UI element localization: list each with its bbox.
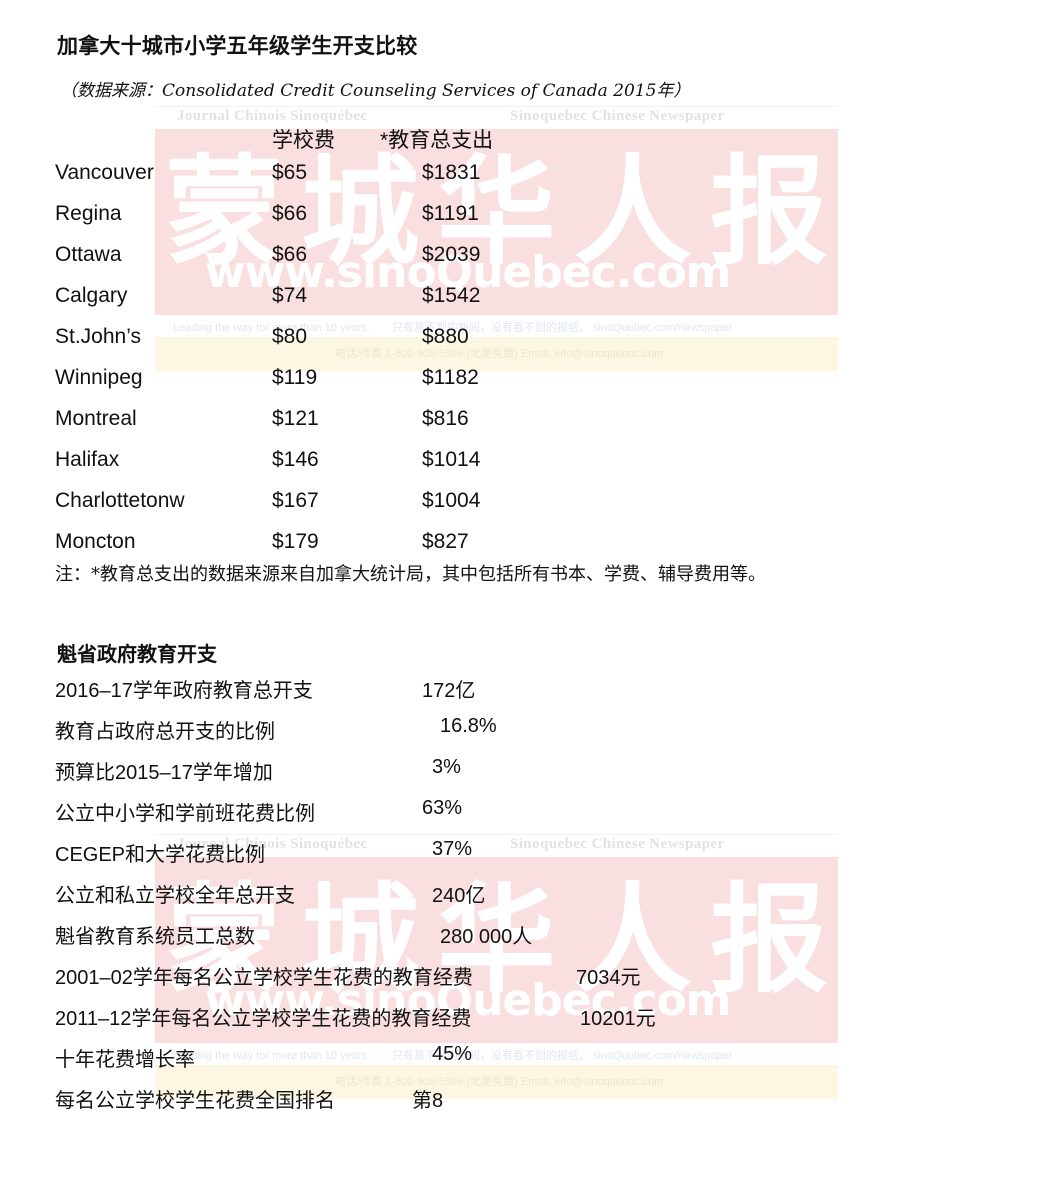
cell-total-spending: $1542 [422, 284, 481, 307]
item-label: 2001–02学年每名公立学校学生花费的教育经费 [55, 967, 473, 989]
item-label: 公立和私立学校全年总开支 [55, 885, 295, 907]
table-row: Calgary $74 $1542 [0, 284, 1044, 325]
cell-total-spending: $1014 [422, 448, 481, 471]
column-header-total-spending: *教育总支出 [380, 129, 494, 152]
table-row: Ottawa $66 $2039 [0, 243, 1044, 284]
table-header-row: 学校费 *教育总支出 [0, 124, 1044, 161]
quebec-education-spending-list: 2016–17学年政府教育总开支 172亿教育占政府总开支的比例 16.8% 预算比2… [0, 674, 1044, 1125]
cell-city: St.John’s [55, 325, 141, 348]
section2-title: 魁省政府教育开支 [57, 644, 217, 666]
list-item: 公立和私立学校全年总开支 240亿 [0, 879, 1044, 920]
cell-school-fee: $179 [272, 530, 319, 553]
table-row: Regina $66 $1191 [0, 202, 1044, 243]
cell-school-fee: $167 [272, 489, 319, 512]
cell-total-spending: $880 [422, 325, 469, 348]
table-row: Moncton $179 $827 [0, 530, 1044, 571]
list-item: 公立中小学和学前班花费比例 63% [0, 797, 1044, 838]
watermark-english-text: Sinoquebec Chinese Newspaper [510, 108, 725, 124]
cell-total-spending: $1004 [422, 489, 481, 512]
table-row: Halifax $146 $1014 [0, 448, 1044, 489]
cell-total-spending: $1831 [422, 161, 481, 184]
item-value: 172亿 [422, 680, 476, 702]
cell-school-fee: $146 [272, 448, 319, 471]
item-value: 7034元 [576, 967, 641, 989]
item-label: CEGEP和大学花费比例 [55, 844, 266, 866]
item-label: 2011–12学年每名公立学校学生花费的教育经费 [55, 1008, 472, 1030]
column-header-school-fee: 学校费 [272, 129, 335, 152]
table-footnote: 注：*教育总支出的数据来源来自加拿大统计局，其中包括所有书本、学费、辅导费用等。 [55, 564, 766, 585]
table-row: Winnipeg $119 $1182 [0, 366, 1044, 407]
cell-total-spending: $816 [422, 407, 469, 430]
item-value: 240亿 [432, 885, 486, 907]
item-value: 3% [432, 756, 461, 778]
item-value: 45% [432, 1043, 473, 1065]
cell-city: Montreal [55, 407, 137, 430]
watermark-french-text: Journal Chinois Sinoquébec [177, 108, 368, 124]
list-item: 每名公立学校学生花费全国排名 第8 [0, 1084, 1044, 1125]
item-label: 公立中小学和学前班花费比例 [55, 803, 315, 825]
table-row: Charlottetonw $167 $1004 [0, 489, 1044, 530]
item-value: 280 000人 [440, 926, 533, 948]
page-title: 加拿大十城市小学五年级学生开支比较 [57, 35, 418, 58]
cell-school-fee: $66 [272, 202, 308, 225]
cell-total-spending: $1191 [422, 202, 479, 225]
cell-city: Halifax [55, 448, 120, 471]
list-item: 2016–17学年政府教育总开支 172亿 [0, 674, 1044, 715]
city-spending-table: 学校费 *教育总支出 Vancouver $65 $1831 Regina $66 $11… [0, 124, 1044, 571]
cell-city: Ottawa [55, 243, 122, 266]
cell-city: Vancouver [55, 161, 154, 184]
cell-total-spending: $827 [422, 530, 469, 553]
item-label: 十年花费增长率 [55, 1049, 195, 1071]
item-value: 16.8% [440, 715, 497, 737]
item-value: 第8 [412, 1090, 444, 1112]
list-item: 教育占政府总开支的比例 16.8% [0, 715, 1044, 756]
list-item: 2011–12学年每名公立学校学生花费的教育经费 10201元 [0, 1002, 1044, 1043]
cell-total-spending: $1182 [422, 366, 479, 389]
table-row: Montreal $121 $816 [0, 407, 1044, 448]
cell-school-fee: $74 [272, 284, 308, 307]
list-item: 十年花费增长率 45% [0, 1043, 1044, 1084]
table-row: St.John’s $80 $880 [0, 325, 1044, 366]
cell-school-fee: $119 [272, 366, 318, 389]
item-value: 10201元 [580, 1008, 656, 1030]
item-label: 魁省教育系统员工总数 [55, 926, 255, 948]
data-source-line: （数据来源：Consolidated Credit Counseling Ser… [60, 81, 691, 101]
list-item: 魁省教育系统员工总数 280 000人 [0, 920, 1044, 961]
cell-school-fee: $80 [272, 325, 308, 348]
item-value: 37% [432, 838, 473, 860]
item-label: 教育占政府总开支的比例 [55, 721, 275, 743]
cell-total-spending: $2039 [422, 243, 481, 266]
item-label: 每名公立学校学生花费全国排名 [55, 1090, 335, 1112]
list-item: CEGEP和大学花费比例 37% [0, 838, 1044, 879]
list-item: 2001–02学年每名公立学校学生花费的教育经费 7034元 [0, 961, 1044, 1002]
cell-city: Charlottetonw [55, 489, 185, 512]
cell-school-fee: $121 [272, 407, 319, 430]
item-value: 63% [422, 797, 463, 819]
cell-city: Calgary [55, 284, 128, 307]
list-item: 预算比2015–17学年增加 3% [0, 756, 1044, 797]
item-label: 2016–17学年政府教育总开支 [55, 680, 313, 702]
cell-city: Regina [55, 202, 122, 225]
cell-school-fee: $65 [272, 161, 308, 184]
cell-school-fee: $66 [272, 243, 308, 266]
cell-city: Moncton [55, 530, 136, 553]
table-row: Vancouver $65 $1831 [0, 161, 1044, 202]
cell-city: Winnipeg [55, 366, 143, 389]
item-label: 预算比2015–17学年增加 [55, 762, 273, 784]
